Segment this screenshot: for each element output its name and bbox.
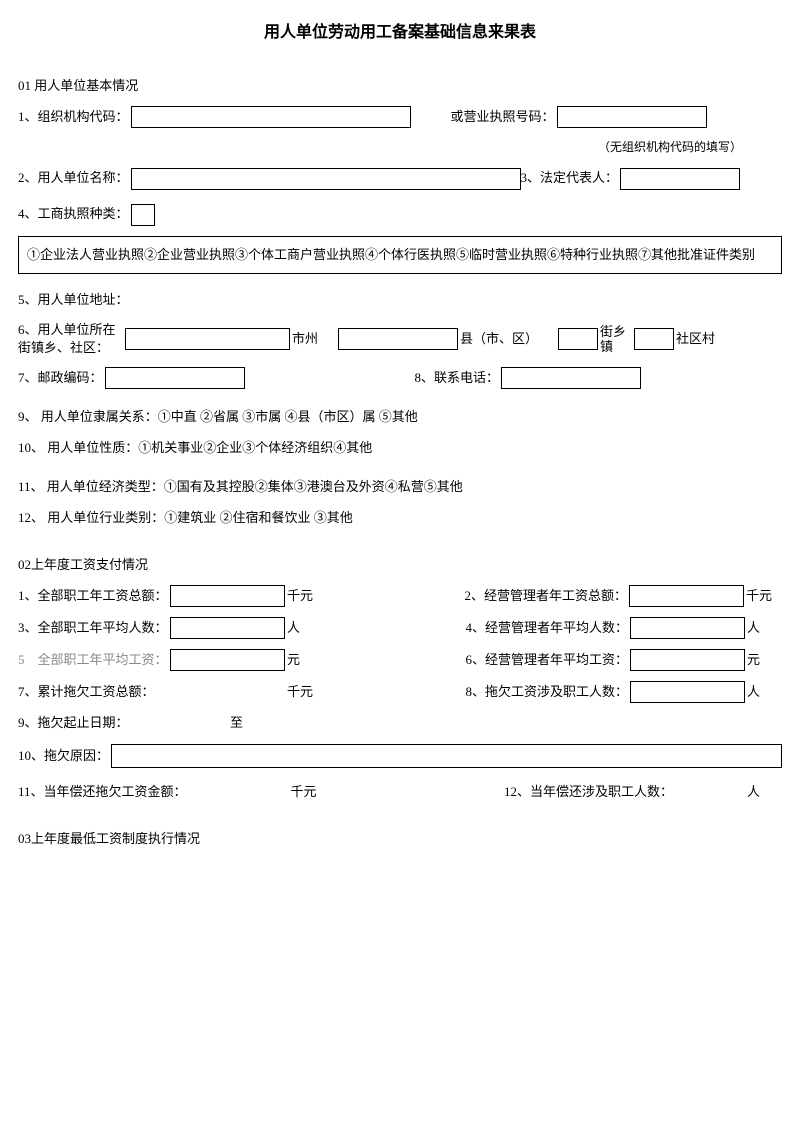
section-02-header: 02上年度工资支付情况 [18, 555, 782, 576]
label-mgr-headcount: 4、经营管理者年平均人数： [465, 618, 628, 639]
label-postcode: 7、邮政编码： [18, 368, 103, 389]
label-avg-wage: 5 全部职工年平均工资： [18, 650, 168, 671]
input-mgr-wage-total[interactable] [629, 585, 744, 607]
input-org-code[interactable] [131, 106, 411, 128]
row-arrears-reason: 10、拖欠原因： [18, 744, 782, 768]
input-village[interactable] [634, 328, 674, 350]
row-nature: 10、 用人单位性质：①机关事业②企业③个体经济组织④其他 [18, 438, 782, 459]
row-arrears-total: 7、累计拖欠工资总额： 千元 8、拖欠工资涉及职工人数： 人 [18, 681, 782, 703]
row-repaid: 11、当年偿还拖欠工资金额： 千元 12、当年偿还涉及职工人数： 人 [18, 782, 782, 803]
input-legal-rep[interactable] [620, 168, 740, 190]
row-employer-address: 5、用人单位地址： [18, 290, 782, 311]
label-mgr-wage-total: 2、经营管理者年工资总额： [464, 586, 627, 607]
section-01-header: 01 用人单位基本情况 [18, 76, 782, 97]
input-county[interactable] [338, 328, 458, 350]
row-org-code: 1、组织机构代码： 或营业执照号码： [18, 106, 782, 128]
unit-mgr-headcount: 人 [747, 618, 760, 639]
label-arrears-headcount: 8、拖欠工资涉及职工人数： [465, 682, 628, 703]
label-phone: 8、联系电话： [415, 368, 500, 389]
row-license-type: 4、工商执照种类： [18, 204, 782, 226]
label-repaid-amount: 11、当年偿还拖欠工资金额： [18, 782, 187, 803]
input-arrears-headcount[interactable] [630, 681, 745, 703]
unit-wage-total: 千元 [287, 586, 313, 607]
unit-arrears-headcount: 人 [747, 682, 760, 703]
input-mgr-avg-wage[interactable] [630, 649, 745, 671]
row-affiliation: 9、 用人单位隶属关系：①中直 ②省属 ③市属 ④县（市区）属 ⑤其他 [18, 407, 782, 428]
unit-avg-wage: 元 [287, 650, 300, 671]
label-org-code: 1、组织机构代码： [18, 107, 129, 128]
input-wage-total[interactable] [170, 585, 285, 607]
license-type-options: ①企业法人营业执照②企业营业执照③个体工商户营业执照④个体行医执照⑤临时营业执照… [18, 236, 782, 275]
row-district: 6、用人单位所在街镇乡、社区： 市州 县（市、区） 街乡镇 社区村 [18, 321, 782, 357]
text-affiliation: 9、 用人单位隶属关系：①中直 ②省属 ③市属 ④县（市区）属 ⑤其他 [18, 407, 418, 428]
unit-county: 县（市、区） [460, 329, 538, 350]
unit-avg-headcount: 人 [287, 618, 300, 639]
row-wage-total: 1、全部职工年工资总额： 千元 2、经营管理者年工资总额： 千元 [18, 585, 782, 607]
unit-town: 街乡镇 [600, 324, 628, 355]
doc-title: 用人单位劳动用工备案基础信息来果表 [18, 20, 782, 46]
unit-mgr-wage-total: 千元 [746, 586, 772, 607]
text-industry: 12、 用人单位行业类别：①建筑业 ②住宿和餐饮业 ③其他 [18, 508, 353, 529]
row-avg-headcount: 3、全部职工年平均人数： 人 4、经营管理者年平均人数： 人 [18, 617, 782, 639]
text-to: 至 [230, 713, 243, 734]
note-no-org-code: （无组织机构代码的填写） [18, 138, 782, 157]
input-arrears-reason[interactable] [111, 744, 782, 768]
label-arrears-reason: 10、拖欠原因： [18, 746, 109, 767]
label-license-no: 或营业执照号码： [451, 107, 555, 128]
unit-mgr-avg-wage: 元 [747, 650, 760, 671]
row-arrears-dates: 9、拖欠起止日期： 至 [18, 713, 782, 734]
input-license-type[interactable] [131, 204, 155, 226]
input-mgr-headcount[interactable] [630, 617, 745, 639]
input-avg-headcount[interactable] [170, 617, 285, 639]
input-phone[interactable] [501, 367, 641, 389]
input-town[interactable] [558, 328, 598, 350]
label-avg-headcount: 3、全部职工年平均人数： [18, 618, 168, 639]
label-legal-rep: 3、法定代表人： [521, 168, 619, 189]
label-employer-address: 5、用人单位地址： [18, 290, 129, 311]
text-econ-type: 11、 用人单位经济类型：①国有及其控股②集体③港澳台及外资④私营⑤其他 [18, 477, 463, 498]
unit-city: 市州 [292, 329, 318, 350]
input-city[interactable] [125, 328, 290, 350]
row-employer-name: 2、用人单位名称： 3、法定代表人： [18, 168, 782, 190]
unit-village: 社区村 [676, 329, 715, 350]
row-industry: 12、 用人单位行业类别：①建筑业 ②住宿和餐饮业 ③其他 [18, 508, 782, 529]
label-mgr-avg-wage: 6、经营管理者年平均工资： [465, 650, 628, 671]
unit-arrears-total: 千元 [287, 682, 313, 703]
row-avg-wage: 5 全部职工年平均工资： 元 6、经营管理者年平均工资： 元 [18, 649, 782, 671]
row-econ-type: 11、 用人单位经济类型：①国有及其控股②集体③港澳台及外资④私营⑤其他 [18, 477, 782, 498]
input-license-no[interactable] [557, 106, 707, 128]
input-employer-name[interactable] [131, 168, 521, 190]
label-repaid-headcount: 12、当年偿还涉及职工人数： [504, 782, 673, 803]
unit-repaid-amount: 千元 [291, 782, 317, 803]
label-arrears-total: 7、累计拖欠工资总额： [18, 682, 168, 703]
label-license-type: 4、工商执照种类： [18, 204, 129, 225]
unit-repaid-headcount: 人 [747, 782, 760, 803]
label-district: 6、用人单位所在街镇乡、社区： [18, 321, 123, 357]
input-postcode[interactable] [105, 367, 245, 389]
label-wage-total: 1、全部职工年工资总额： [18, 586, 168, 607]
input-avg-wage[interactable] [170, 649, 285, 671]
text-nature: 10、 用人单位性质：①机关事业②企业③个体经济组织④其他 [18, 438, 372, 459]
label-employer-name: 2、用人单位名称： [18, 168, 129, 189]
section-03-header: 03上年度最低工资制度执行情况 [18, 829, 782, 850]
label-arrears-dates: 9、拖欠起止日期： [18, 713, 168, 734]
row-postcode: 7、邮政编码： 8、联系电话： [18, 367, 782, 389]
